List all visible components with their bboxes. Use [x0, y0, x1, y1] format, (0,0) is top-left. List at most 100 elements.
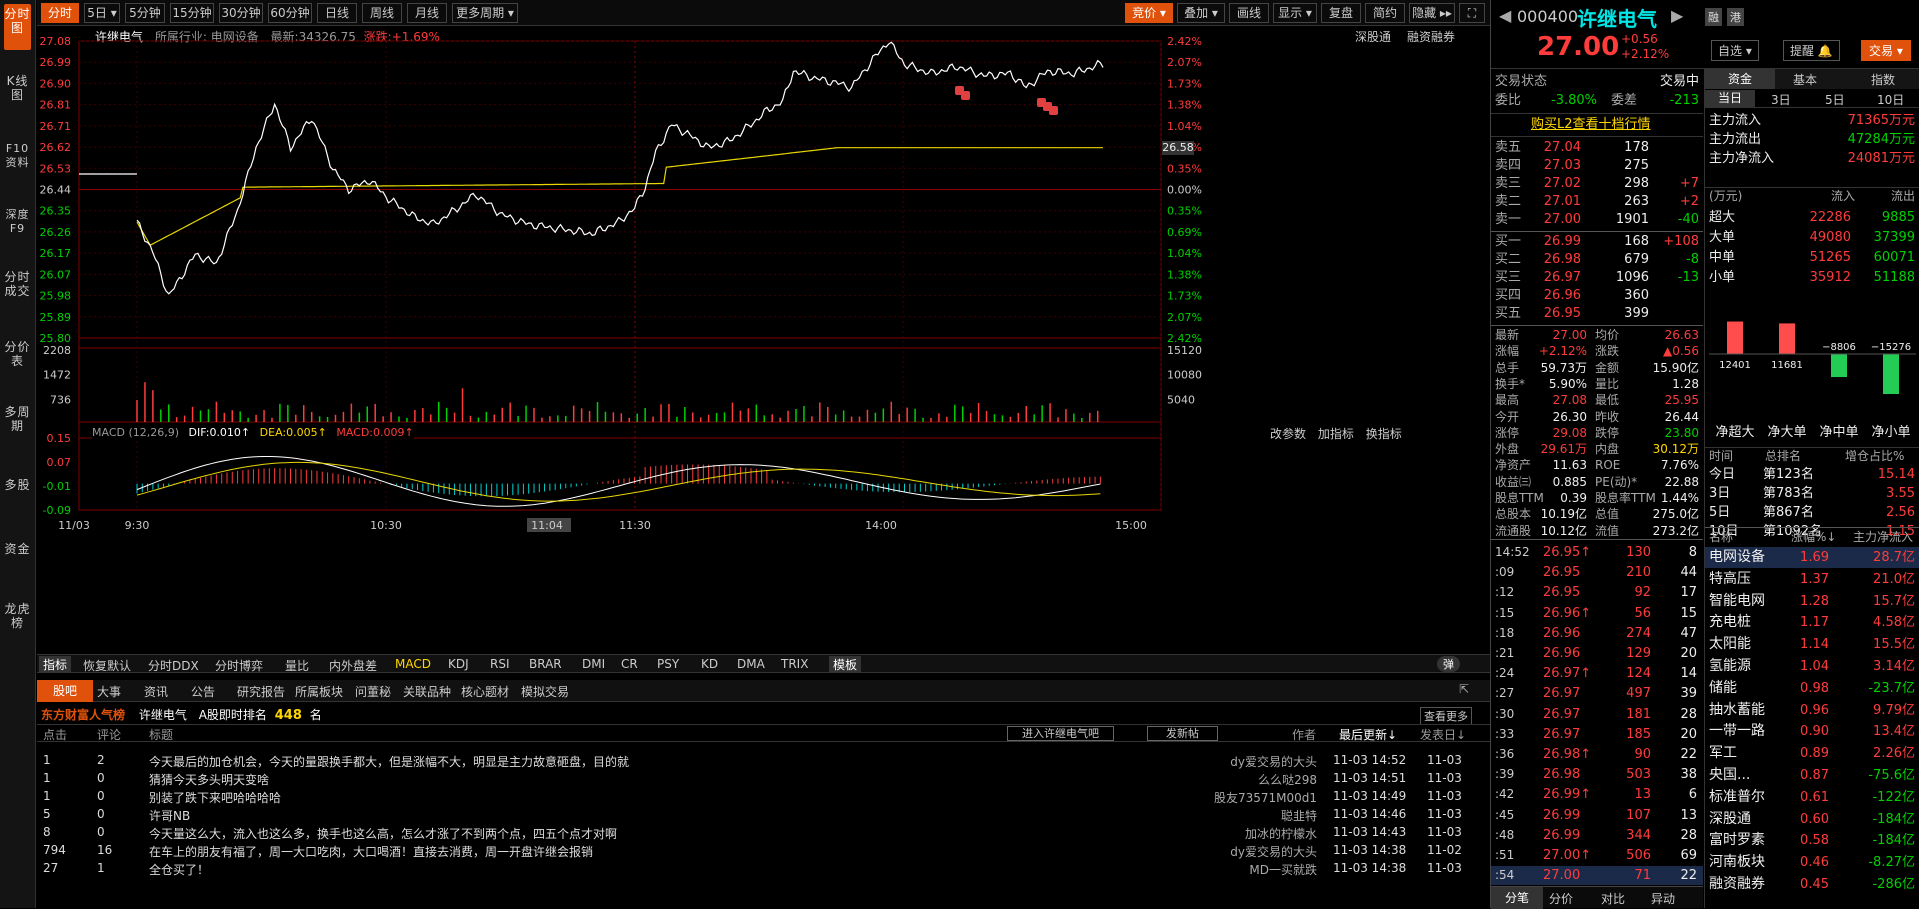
- popup-toggle[interactable]: 弹: [1437, 656, 1460, 672]
- draw-line-button[interactable]: 画线: [1229, 3, 1269, 23]
- bid-row[interactable]: 买一 26.99 168 +108: [1491, 233, 1703, 251]
- subtab-3day[interactable]: 3日: [1771, 93, 1791, 107]
- sector-row[interactable]: 融资融券 0.45 -286亿: [1705, 874, 1919, 895]
- nav-depth[interactable]: 深度F9: [5, 208, 30, 235]
- nav-tick-trades[interactable]: 分时成交: [4, 270, 31, 298]
- ind-trix[interactable]: TRIX: [781, 657, 809, 671]
- nav-funds[interactable]: 资金: [4, 542, 31, 556]
- margin-trading-link[interactable]: 融资融券: [1407, 30, 1456, 44]
- forum-tab-events[interactable]: 大事: [97, 685, 122, 699]
- sector-row[interactable]: 特高压 1.37 21.0亿: [1705, 569, 1919, 590]
- expand-icon[interactable]: ⇱: [1459, 682, 1470, 696]
- post-author[interactable]: dy爱交易的大头: [1230, 845, 1317, 859]
- bid-row[interactable]: 买五 26.95 399: [1491, 305, 1703, 323]
- bid-row[interactable]: 买三 26.97 1096 -13: [1491, 269, 1703, 287]
- post-author[interactable]: 么么哒298: [1258, 773, 1317, 787]
- period-60min[interactable]: 60分钟: [268, 3, 312, 23]
- prev-stock-icon[interactable]: ◀: [1499, 6, 1512, 25]
- nav-f10[interactable]: F10资料: [5, 142, 30, 169]
- ind-reset[interactable]: 恢复默认: [83, 659, 132, 673]
- bid-row[interactable]: 买二 26.98 679 -8: [1491, 251, 1703, 269]
- nav-multi-stock[interactable]: 多股: [4, 478, 31, 492]
- col-last-update[interactable]: 最后更新↓: [1339, 728, 1398, 742]
- period-day[interactable]: 日线: [317, 3, 357, 23]
- post-title[interactable]: 猜猜今天多头明天变啥: [149, 773, 270, 787]
- post-row[interactable]: 1 2 今天最后的加仓机会，今天的量跟换手都大，但是涨幅不大，明显是主力故意砸盘，目…: [37, 753, 1477, 771]
- forum-tab-news[interactable]: 资讯: [144, 685, 169, 699]
- sector-row[interactable]: 太阳能 1.14 15.5亿: [1705, 634, 1919, 655]
- period-15min[interactable]: 15分钟: [170, 3, 214, 23]
- hide-button[interactable]: 隐藏 ▸▸: [1409, 3, 1455, 23]
- ask-row[interactable]: 卖二 27.01 263 +2: [1491, 193, 1703, 211]
- ask-row[interactable]: 卖四 27.03 275: [1491, 157, 1703, 175]
- tab-index[interactable]: 指数: [1871, 73, 1896, 87]
- next-stock-icon[interactable]: ▶: [1671, 6, 1684, 25]
- subtab-10day[interactable]: 10日: [1877, 93, 1905, 107]
- tick-tab-trades[interactable]: 分笔: [1491, 887, 1543, 909]
- add-indicator-button[interactable]: 加指标: [1317, 427, 1354, 441]
- trade-button[interactable]: 交易 ▾: [1861, 40, 1911, 61]
- post-title[interactable]: 别装了跌下来吧哈哈哈哈: [149, 791, 282, 805]
- ind-cr[interactable]: CR: [621, 657, 638, 671]
- nav-multi-period[interactable]: 多周期: [4, 405, 31, 433]
- intraday-chart-area[interactable]: 许继电气 所属行业: 电网设备 最新:34326.75 涨跌:+1.69% 深股…: [37, 26, 1490, 654]
- post-row[interactable]: 27 1 全仓买了！ MD一买就跌 11-03 14:38 11-03: [37, 861, 1477, 879]
- sector-row[interactable]: 富时罗素 0.58 -184亿: [1705, 830, 1919, 851]
- sector-row[interactable]: 氢能源 1.04 3.14亿: [1705, 656, 1919, 677]
- ind-rsi[interactable]: RSI: [490, 657, 510, 671]
- sector-col-pct[interactable]: 涨幅%↓: [1791, 530, 1837, 544]
- sector-row[interactable]: 标准普尔 0.61 -122亿: [1705, 787, 1919, 808]
- period-30min[interactable]: 30分钟: [219, 3, 263, 23]
- tab-basic[interactable]: 基本: [1793, 73, 1818, 87]
- nav-timeshare[interactable]: 分时图: [4, 4, 31, 50]
- sector-row[interactable]: 央国... 0.87 -75.6亿: [1705, 765, 1919, 786]
- forum-tab-qa[interactable]: 问董秘: [355, 685, 392, 699]
- ind-inout[interactable]: 内外盘差: [329, 659, 378, 673]
- nav-dragon-tiger[interactable]: 龙虎榜: [4, 602, 31, 630]
- display-button[interactable]: 显示 ▾: [1273, 3, 1317, 23]
- edit-params-button[interactable]: 改参数: [1270, 427, 1307, 441]
- post-row[interactable]: 1 0 别装了跌下来吧哈哈哈哈 股友73571M00d1 11-03 14:49 11-0…: [37, 789, 1477, 807]
- ask-row[interactable]: 卖一 27.00 1901 -40: [1491, 211, 1703, 229]
- sector-row[interactable]: 一带一路 0.90 13.4亿: [1705, 721, 1919, 742]
- post-title[interactable]: 在车上的朋友有福了，周一大口吃肉，大口喝酒！直接去消费，周一开盘许继会报销: [149, 845, 594, 859]
- sector-row[interactable]: 河南板块 0.46 -8.27亿: [1705, 852, 1919, 873]
- ind-template[interactable]: 模板: [829, 656, 862, 673]
- forum-tab-sim[interactable]: 模拟交易: [521, 685, 570, 699]
- ind-psy[interactable]: PSY: [657, 657, 680, 671]
- sector-row[interactable]: 充电桩 1.17 4.58亿: [1705, 612, 1919, 633]
- view-more-button[interactable]: 查看更多: [1420, 707, 1472, 725]
- post-row[interactable]: 8 0 今天量这么大，流入也这么多，换手也这么高，怎么才涨了不到两个点，四五个点才对…: [37, 825, 1477, 843]
- buy-l2-link[interactable]: 购买L2查看十档行情: [1531, 117, 1651, 132]
- period-week[interactable]: 周线: [362, 3, 402, 23]
- sector-row[interactable]: 军工 0.89 2.26亿: [1705, 743, 1919, 764]
- switch-indicator-button[interactable]: 换指标: [1365, 427, 1402, 441]
- simple-button[interactable]: 简约: [1365, 3, 1405, 23]
- post-author[interactable]: 聪韭特: [1280, 809, 1317, 823]
- ask-row[interactable]: 卖五 27.04 178: [1491, 139, 1703, 157]
- replay-button[interactable]: 复盘: [1321, 3, 1361, 23]
- tick-tab-price[interactable]: 分价: [1549, 892, 1574, 906]
- ask-row[interactable]: 卖三 27.02 298 +7: [1491, 175, 1703, 193]
- ind-kd[interactable]: KD: [701, 657, 719, 671]
- period-month[interactable]: 月线: [407, 3, 447, 23]
- sector-row[interactable]: 抽水蓄能 0.96 9.79亿: [1705, 700, 1919, 721]
- post-title[interactable]: 全仓买了！: [149, 863, 210, 877]
- period-more[interactable]: 更多周期 ▾: [452, 3, 518, 23]
- forum-tab-related[interactable]: 关联品种: [403, 685, 452, 699]
- bid-row[interactable]: 买四 26.96 360: [1491, 287, 1703, 305]
- ind-volratio[interactable]: 量比: [285, 659, 310, 673]
- subtab-today[interactable]: 当日: [1705, 90, 1755, 107]
- post-title[interactable]: 许哥NB: [149, 809, 191, 823]
- sector-row[interactable]: 储能 0.98 -23.7亿: [1705, 678, 1919, 699]
- alert-button[interactable]: 提醒 🔔: [1783, 40, 1840, 61]
- watchlist-button[interactable]: 自选 ▾: [1711, 40, 1759, 61]
- forum-tab-notice[interactable]: 公告: [191, 685, 216, 699]
- sector-row[interactable]: 深股通 0.60 -184亿: [1705, 809, 1919, 830]
- ind-brar[interactable]: BRAR: [529, 657, 562, 671]
- tick-tab-compare[interactable]: 对比: [1601, 892, 1626, 906]
- ind-macd[interactable]: MACD: [395, 657, 431, 671]
- post-author[interactable]: dy爱交易的大头: [1230, 755, 1317, 769]
- forum-tab-guba[interactable]: 股吧: [37, 680, 93, 702]
- nav-kline[interactable]: K线图: [6, 74, 29, 102]
